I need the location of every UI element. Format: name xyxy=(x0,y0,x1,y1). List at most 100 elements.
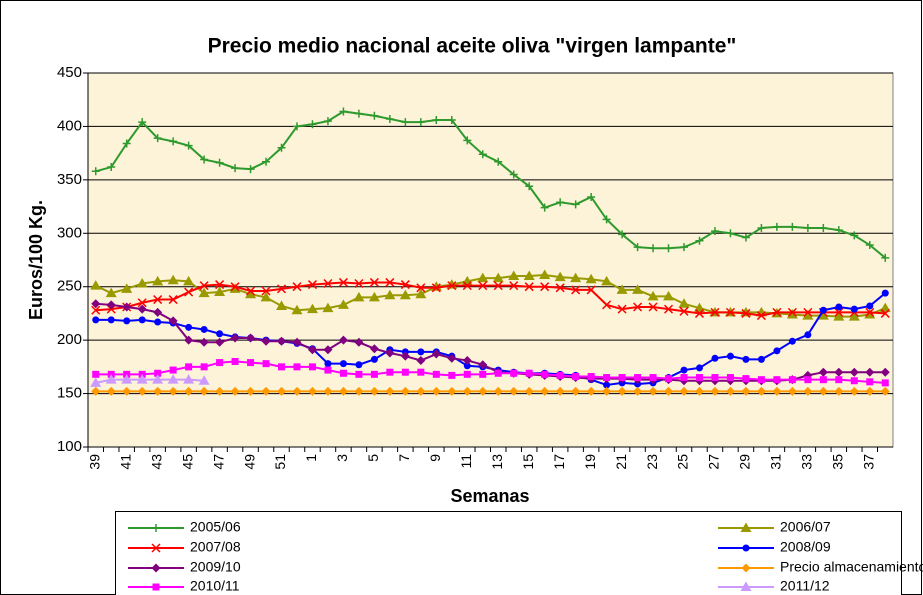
marker xyxy=(880,367,890,377)
marker xyxy=(123,317,131,325)
marker xyxy=(493,386,503,396)
y-tick-label: 100 xyxy=(57,438,82,455)
marker xyxy=(105,287,117,298)
marker xyxy=(416,386,426,396)
marker xyxy=(881,379,889,387)
marker xyxy=(122,302,132,312)
marker xyxy=(401,368,409,376)
marker xyxy=(525,369,533,377)
marker xyxy=(587,192,596,201)
x-tick-label: 29 xyxy=(737,454,753,470)
marker xyxy=(200,363,208,371)
marker xyxy=(137,304,147,314)
x-tick-label: 25 xyxy=(675,454,691,470)
marker xyxy=(200,325,208,333)
marker xyxy=(462,281,472,291)
marker xyxy=(710,386,720,396)
marker xyxy=(541,370,549,378)
marker xyxy=(184,386,194,396)
marker xyxy=(835,303,843,311)
legend xyxy=(115,511,902,595)
marker xyxy=(400,280,410,290)
marker xyxy=(881,289,889,297)
marker xyxy=(261,386,271,396)
marker xyxy=(399,289,411,300)
marker xyxy=(509,386,519,396)
marker xyxy=(245,288,257,299)
marker xyxy=(787,386,797,396)
marker xyxy=(478,281,488,291)
x-tick-label: 43 xyxy=(148,454,164,470)
marker xyxy=(431,283,441,293)
marker xyxy=(756,311,766,321)
marker xyxy=(680,366,688,374)
marker xyxy=(400,351,410,361)
marker xyxy=(323,386,333,396)
marker xyxy=(819,223,828,232)
series xyxy=(90,374,210,387)
marker xyxy=(788,376,796,384)
marker xyxy=(617,304,627,314)
marker xyxy=(154,369,162,377)
marker xyxy=(385,386,395,396)
marker xyxy=(494,157,503,166)
x-tick-label: 39 xyxy=(86,454,102,470)
marker xyxy=(385,277,395,287)
marker xyxy=(618,374,626,382)
marker xyxy=(168,316,178,326)
marker xyxy=(431,386,441,396)
x-tick-label: 19 xyxy=(582,454,598,470)
marker xyxy=(417,368,425,376)
marker xyxy=(448,371,456,379)
marker xyxy=(292,122,301,131)
marker xyxy=(339,360,347,368)
marker xyxy=(803,307,813,317)
marker xyxy=(216,330,224,338)
marker xyxy=(865,367,875,377)
y-tick-label: 350 xyxy=(57,171,82,188)
marker xyxy=(633,243,642,252)
marker xyxy=(151,543,161,553)
marker xyxy=(554,271,566,282)
marker xyxy=(742,355,750,363)
marker xyxy=(153,307,163,317)
marker xyxy=(91,386,101,396)
marker xyxy=(679,306,689,316)
marker xyxy=(231,164,240,173)
marker xyxy=(432,370,440,378)
marker xyxy=(323,278,333,289)
marker xyxy=(230,333,240,343)
marker xyxy=(817,310,829,320)
marker xyxy=(835,376,843,384)
marker xyxy=(477,272,489,283)
marker xyxy=(262,360,270,368)
marker xyxy=(386,368,394,376)
marker xyxy=(757,355,765,363)
marker xyxy=(276,284,287,294)
marker xyxy=(602,300,612,310)
x-tick-label: 45 xyxy=(179,454,195,470)
marker xyxy=(447,386,457,396)
x-tick-label: 3 xyxy=(334,454,350,462)
marker xyxy=(804,331,812,339)
marker xyxy=(492,272,504,283)
marker xyxy=(742,375,750,383)
marker xyxy=(665,375,673,383)
marker xyxy=(741,563,751,573)
marker xyxy=(184,287,194,297)
marker xyxy=(648,302,658,312)
marker xyxy=(849,386,859,396)
x-tick-label: 15 xyxy=(520,454,536,470)
marker xyxy=(246,286,256,296)
marker xyxy=(524,282,534,292)
marker xyxy=(323,345,333,355)
marker xyxy=(711,374,719,382)
marker xyxy=(509,170,518,179)
x-tick-label: 21 xyxy=(613,454,629,470)
marker xyxy=(525,182,534,191)
marker xyxy=(401,118,410,127)
marker xyxy=(463,362,471,370)
marker xyxy=(153,134,162,143)
marker xyxy=(432,116,441,125)
